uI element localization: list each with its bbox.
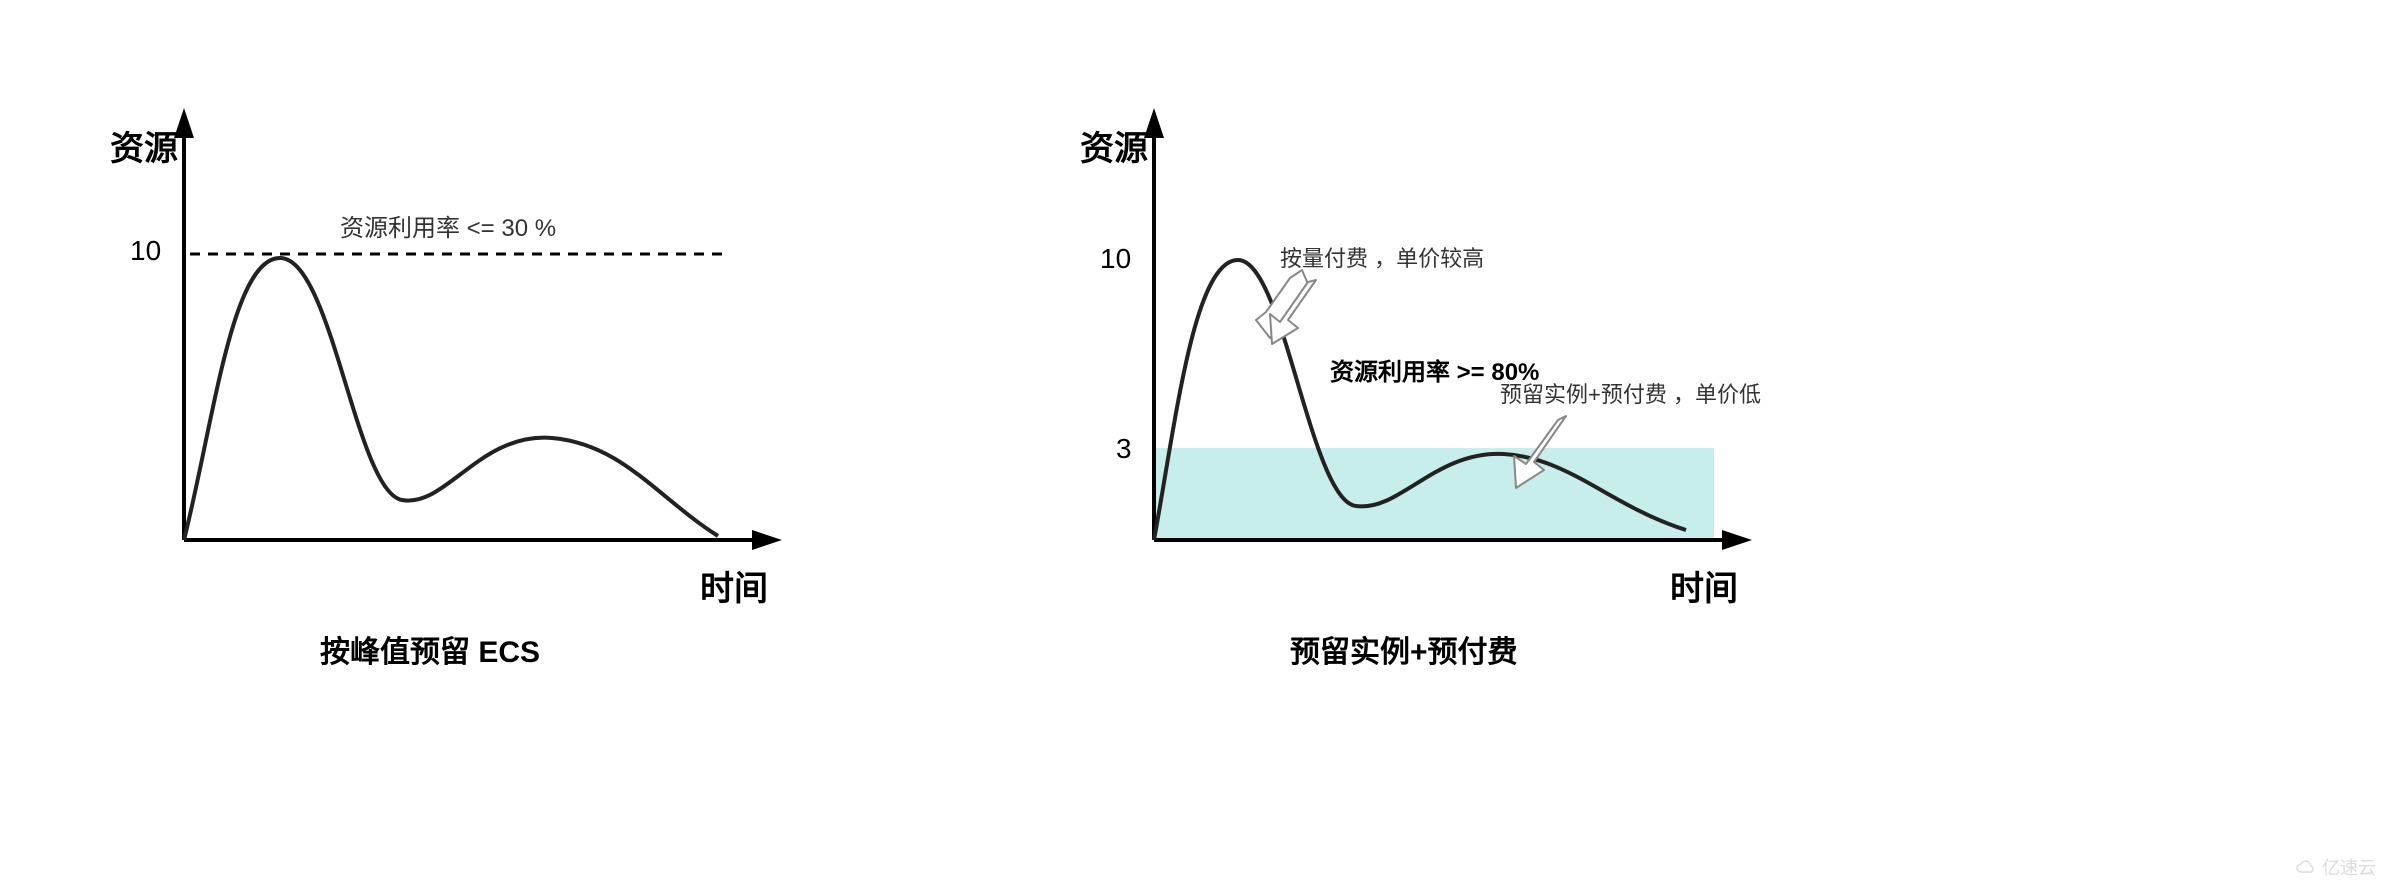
left-y-axis-label: 资源 (110, 130, 178, 168)
right-x-axis-label: 时间 (1670, 570, 1738, 608)
right-callout2-text: 预留实例+预付费 ，单价低 (1500, 382, 1761, 407)
left-curve (184, 258, 718, 540)
right-callout1-text: 按量付费 ，单价较高 (1280, 246, 1484, 271)
right-y-tick-3: 3 (1116, 433, 1132, 464)
figure-container: 资源 10 时间 资源利用率 <= 30 % 按峰值预留 ECS 资源 (0, 0, 2386, 886)
left-x-axis-label: 时间 (700, 570, 768, 608)
left-y-tick-10: 10 (130, 235, 161, 266)
left-annotation: 资源利用率 <= 30 % (340, 215, 556, 242)
left-x-axis-arrow (752, 530, 782, 550)
scene-svg: 资源 10 时间 资源利用率 <= 30 % 按峰值预留 ECS 资源 (0, 0, 2386, 886)
left-chart-group: 资源 10 时间 资源利用率 <= 30 % 按峰值预留 ECS (110, 108, 782, 669)
right-chart-group: 资源 10 3 时间 资源利用率 >= 80% 按量付费 ，单价较高 (1080, 108, 1761, 669)
right-x-axis-arrow (1722, 530, 1752, 550)
watermark: 亿速云 (2294, 854, 2376, 880)
right-y-axis-label: 资源 (1080, 130, 1148, 168)
right-fill-region (1156, 448, 1714, 538)
left-chart-title: 按峰值预留 ECS (320, 636, 540, 669)
right-chart-title: 预留实例+预付费 (1290, 635, 1518, 669)
right-y-tick-10: 10 (1100, 243, 1131, 274)
watermark-text: 亿速云 (2322, 854, 2376, 880)
cloud-icon (2294, 858, 2318, 876)
